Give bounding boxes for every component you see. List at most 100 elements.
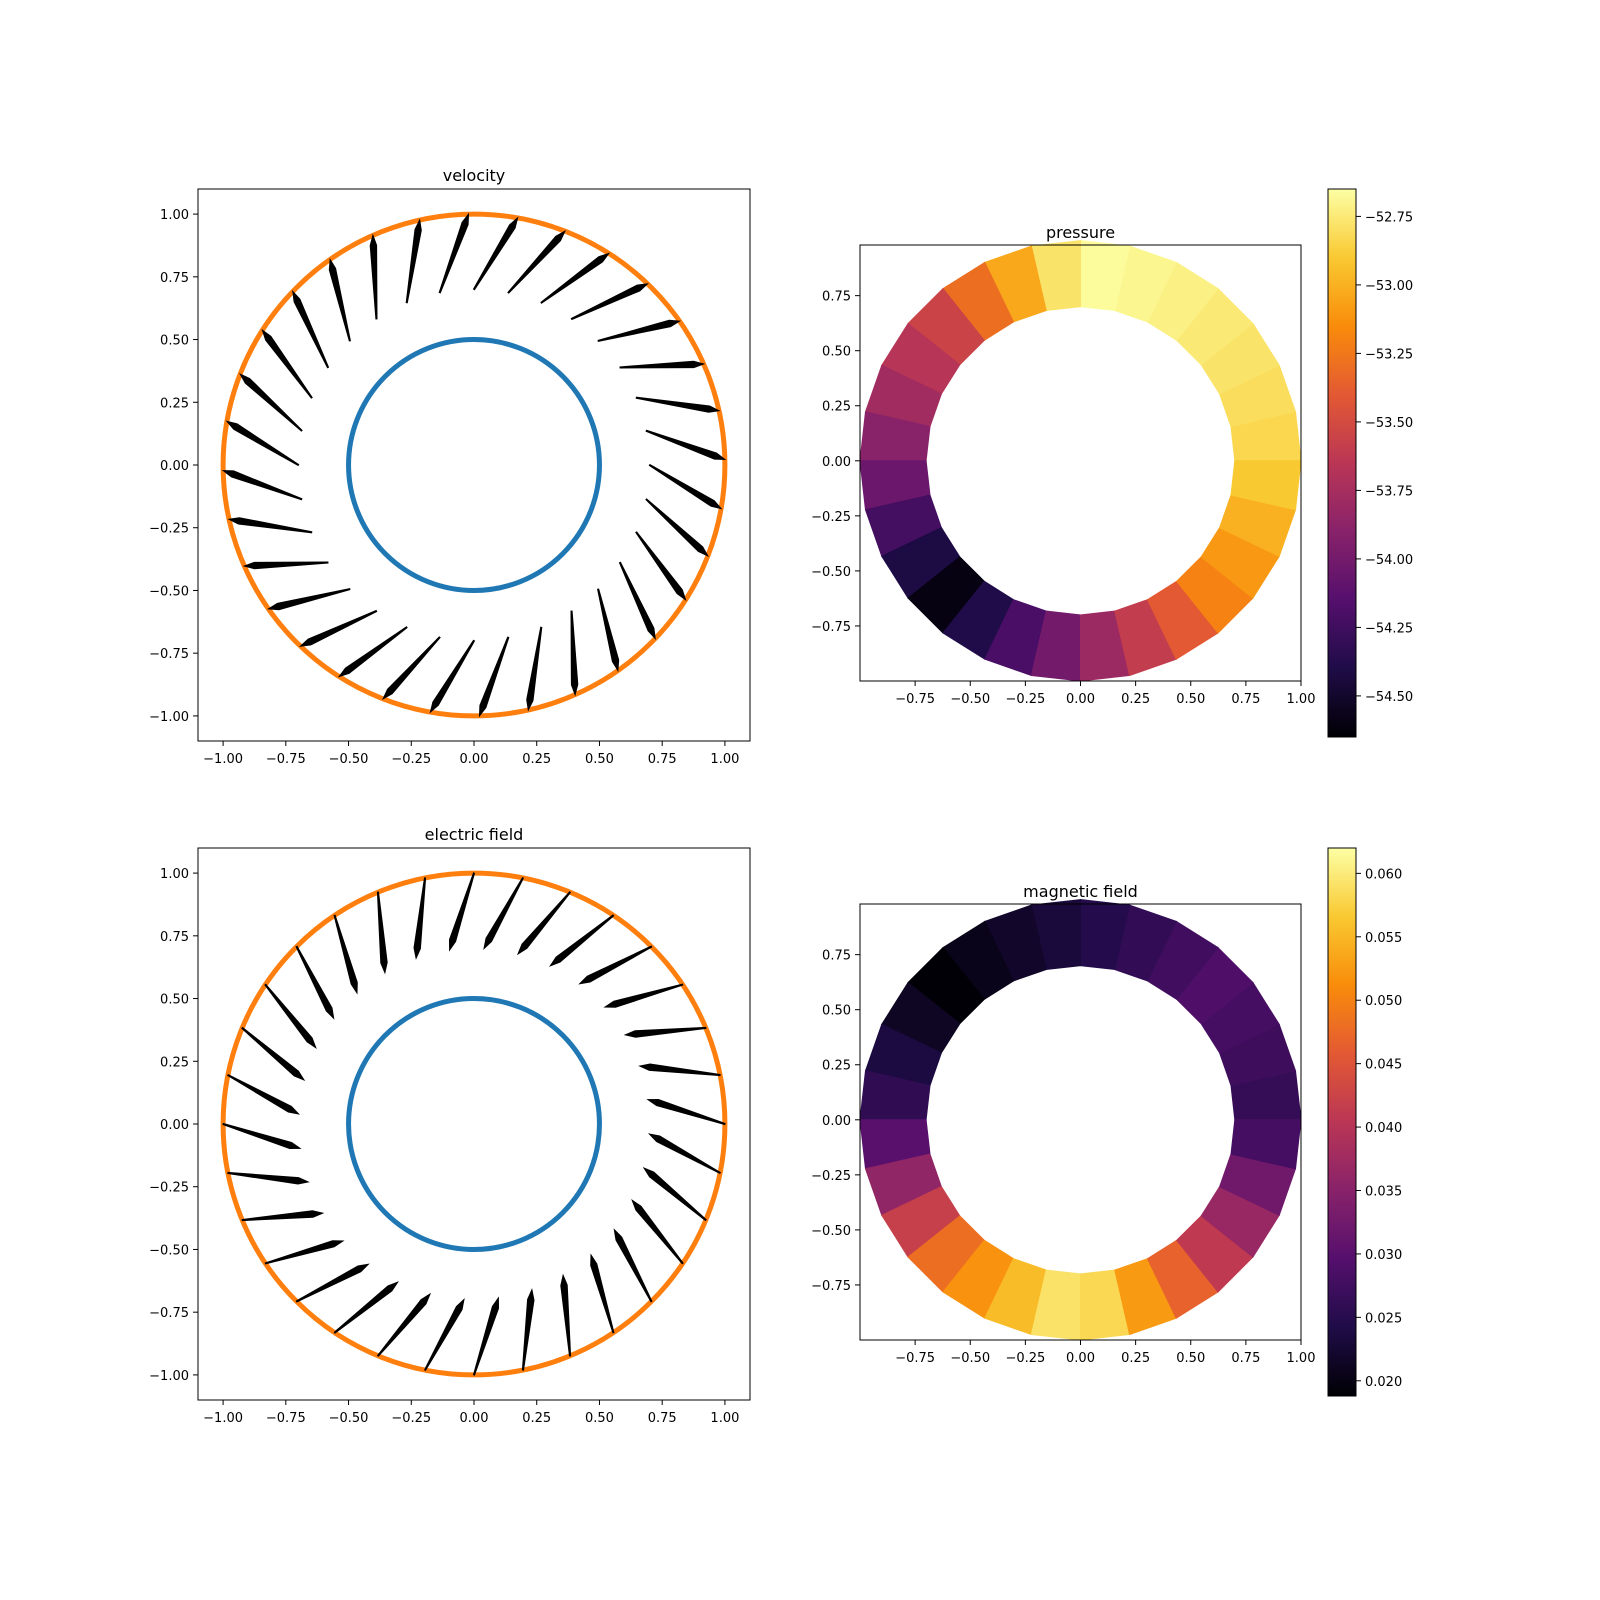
quiver-arrow	[222, 1122, 302, 1150]
quiver-arrow	[516, 891, 572, 956]
colorbar-tick-label: 0.025	[1365, 1311, 1402, 1326]
x-tick-label: −0.75	[895, 1351, 935, 1366]
colorbar-tick-label: 0.030	[1365, 1248, 1402, 1263]
quiver-arrow	[423, 1297, 465, 1372]
heatmap-panel: −0.75 −0.50 −0.25 0.00 0.25 0.50 0.75 1.00 0.75 0…	[811, 847, 1402, 1397]
quiver-arrow	[264, 1240, 345, 1265]
y-tick-label: −0.50	[811, 1224, 851, 1239]
quiver-panel: −1.00 −0.75 −0.50 −0.25 0.00 0.25 0.50 0.75 1.00…	[149, 166, 751, 767]
colorbar-tick-label: −53.50	[1365, 416, 1413, 431]
x-tick-label: 1.00	[710, 752, 739, 767]
x-tick-label: −0.75	[266, 752, 306, 767]
y-tick-label: −0.25	[811, 510, 851, 525]
colorbar-tick-label: 0.020	[1365, 1375, 1402, 1390]
x-tick-label: 0.25	[1121, 692, 1150, 707]
inner-circle	[346, 996, 602, 1252]
x-tick-label: 0.50	[1176, 692, 1205, 707]
quiver-arrow	[642, 1166, 707, 1222]
x-tick-label: −0.25	[391, 1411, 431, 1426]
quiver-arrow	[635, 396, 721, 413]
quiver-arrow	[590, 1253, 615, 1334]
outer-circle	[220, 211, 728, 719]
x-tick-label: −0.50	[329, 752, 369, 767]
colorbar	[1328, 189, 1356, 737]
x-tick-label: −0.50	[950, 692, 990, 707]
x-tick-label: 0.50	[585, 752, 614, 767]
quiver-arrow	[483, 876, 525, 951]
y-tick-label: −0.75	[149, 1306, 189, 1321]
y-tick-label: 0.25	[160, 396, 189, 411]
quiver-arrow	[472, 1296, 500, 1376]
x-tick-label: 1.00	[710, 1411, 739, 1426]
x-tick-label: −1.00	[203, 752, 243, 767]
quiver-arrow	[429, 639, 476, 714]
chart-title: velocity	[443, 166, 506, 185]
quiver-arrow	[613, 1228, 653, 1303]
x-tick-label: 0.00	[1066, 692, 1095, 707]
quiver-arrow	[570, 283, 649, 321]
colorbar-frame	[1327, 847, 1357, 1397]
quiver-arrow	[597, 319, 682, 342]
y-tick-label: −1.00	[149, 1369, 189, 1384]
quiver-arrow	[549, 914, 615, 967]
y-tick-label: 0.00	[822, 455, 851, 470]
x-tick-label: 0.75	[1231, 1351, 1260, 1366]
quiver-arrow	[241, 1210, 325, 1222]
y-tick-label: 0.50	[160, 993, 189, 1008]
x-tick-label: 0.50	[1176, 1351, 1205, 1366]
annulus-cell	[1230, 460, 1302, 511]
y-tick-label: 0.00	[822, 1114, 851, 1129]
quiver-arrow	[638, 1063, 721, 1077]
quiver-arrow	[295, 1263, 370, 1303]
quiver-arrow	[337, 626, 408, 678]
x-tick-label: 0.00	[1066, 1351, 1095, 1366]
x-tick-label: 0.75	[648, 752, 677, 767]
y-tick-label: 0.50	[822, 1004, 851, 1019]
x-tick-label: 0.25	[522, 1411, 551, 1426]
quiver-arrow	[597, 588, 620, 673]
quiver-arrow	[292, 290, 330, 369]
quiver-arrow	[266, 588, 351, 611]
y-tick-label: 0.25	[822, 400, 851, 415]
x-tick-label: −0.75	[895, 692, 935, 707]
colorbar-tick-label: 0.040	[1365, 1121, 1402, 1136]
quiver-arrow	[560, 1273, 572, 1357]
quiver-arrow	[578, 945, 653, 985]
x-tick-label: 1.00	[1287, 692, 1316, 707]
quiver-arrow	[472, 216, 519, 291]
y-tick-label: 0.75	[822, 290, 851, 305]
y-tick-label: 0.50	[822, 345, 851, 360]
quiver-arrow	[226, 1073, 301, 1115]
quiver-arrow	[413, 877, 427, 960]
colorbar-frame	[1327, 188, 1357, 738]
y-tick-label: 0.75	[160, 930, 189, 945]
colorbar	[1328, 848, 1356, 1396]
quiver-arrow	[264, 983, 317, 1049]
colorbar-tick-label: −53.25	[1365, 347, 1413, 362]
y-tick-label: 1.00	[160, 867, 189, 882]
y-tick-label: −0.25	[149, 1181, 189, 1196]
quiver-arrow	[221, 469, 303, 501]
quiver-arrow	[647, 1133, 722, 1175]
y-tick-label: 0.25	[822, 1059, 851, 1074]
quiver-arrow	[507, 230, 567, 294]
quiver-arrow	[570, 610, 579, 697]
quiver-arrow	[299, 609, 378, 647]
colorbar-tick-label: −53.75	[1365, 484, 1413, 499]
colorbar-tick-label: 0.050	[1365, 994, 1402, 1009]
colorbar-tick-label: 0.045	[1365, 1058, 1402, 1073]
colorbar-tick-label: −54.25	[1365, 621, 1413, 636]
y-tick-label: 0.75	[822, 949, 851, 964]
heatmap-panel: −0.75 −0.50 −0.25 0.00 0.25 0.50 0.75 1.00 0.75 0…	[811, 188, 1413, 738]
x-tick-label: 0.00	[460, 752, 489, 767]
quiver-arrow	[438, 212, 470, 294]
quiver-arrow	[635, 531, 687, 602]
y-tick-label: 0.75	[160, 271, 189, 286]
x-tick-label: 0.00	[460, 1411, 489, 1426]
quiver-arrow	[645, 429, 727, 461]
quiver-arrow	[241, 1026, 306, 1082]
quiver-arrow	[369, 233, 378, 320]
x-tick-label: 0.25	[522, 752, 551, 767]
x-tick-label: 0.25	[1121, 1351, 1150, 1366]
